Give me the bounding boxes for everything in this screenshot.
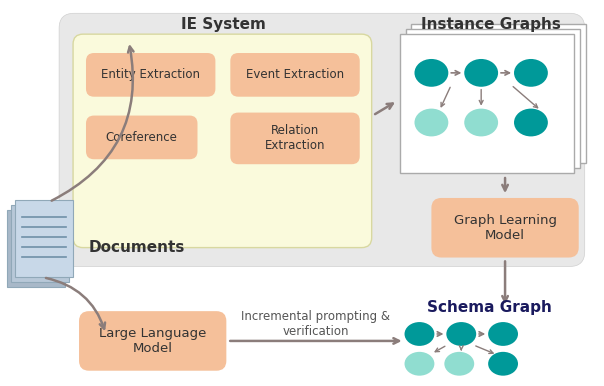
FancyBboxPatch shape: [431, 198, 579, 257]
Ellipse shape: [414, 59, 448, 87]
Ellipse shape: [414, 108, 448, 136]
Text: Large Language
Model: Large Language Model: [99, 327, 207, 355]
Ellipse shape: [405, 352, 434, 376]
FancyBboxPatch shape: [230, 53, 360, 97]
Ellipse shape: [405, 322, 434, 346]
FancyBboxPatch shape: [73, 34, 371, 247]
FancyBboxPatch shape: [86, 53, 216, 97]
Bar: [411, 24, 586, 163]
Text: Event Extraction: Event Extraction: [246, 68, 344, 81]
Text: Documents: Documents: [89, 240, 185, 255]
Ellipse shape: [446, 322, 476, 346]
Text: Instance Graphs: Instance Graphs: [421, 17, 561, 32]
Text: Graph Learning
Model: Graph Learning Model: [454, 214, 556, 242]
FancyBboxPatch shape: [230, 113, 360, 164]
Bar: [11, 205, 69, 282]
Bar: [7, 210, 65, 287]
Ellipse shape: [514, 59, 548, 87]
Text: Schema Graph: Schema Graph: [426, 300, 551, 315]
Bar: [405, 29, 580, 168]
Ellipse shape: [488, 322, 518, 346]
FancyBboxPatch shape: [86, 115, 198, 159]
Text: Coreference: Coreference: [106, 131, 178, 144]
Bar: [400, 34, 574, 173]
FancyBboxPatch shape: [59, 13, 585, 266]
Ellipse shape: [488, 352, 518, 376]
Text: Relation
Extraction: Relation Extraction: [265, 124, 326, 152]
Text: Entity Extraction: Entity Extraction: [101, 68, 200, 81]
Ellipse shape: [464, 59, 498, 87]
Bar: [15, 200, 73, 278]
Ellipse shape: [514, 108, 548, 136]
Ellipse shape: [464, 108, 498, 136]
Text: IE System: IE System: [181, 17, 266, 32]
Ellipse shape: [445, 352, 474, 376]
FancyBboxPatch shape: [79, 311, 226, 371]
Text: Incremental prompting &
verification: Incremental prompting & verification: [242, 310, 390, 338]
